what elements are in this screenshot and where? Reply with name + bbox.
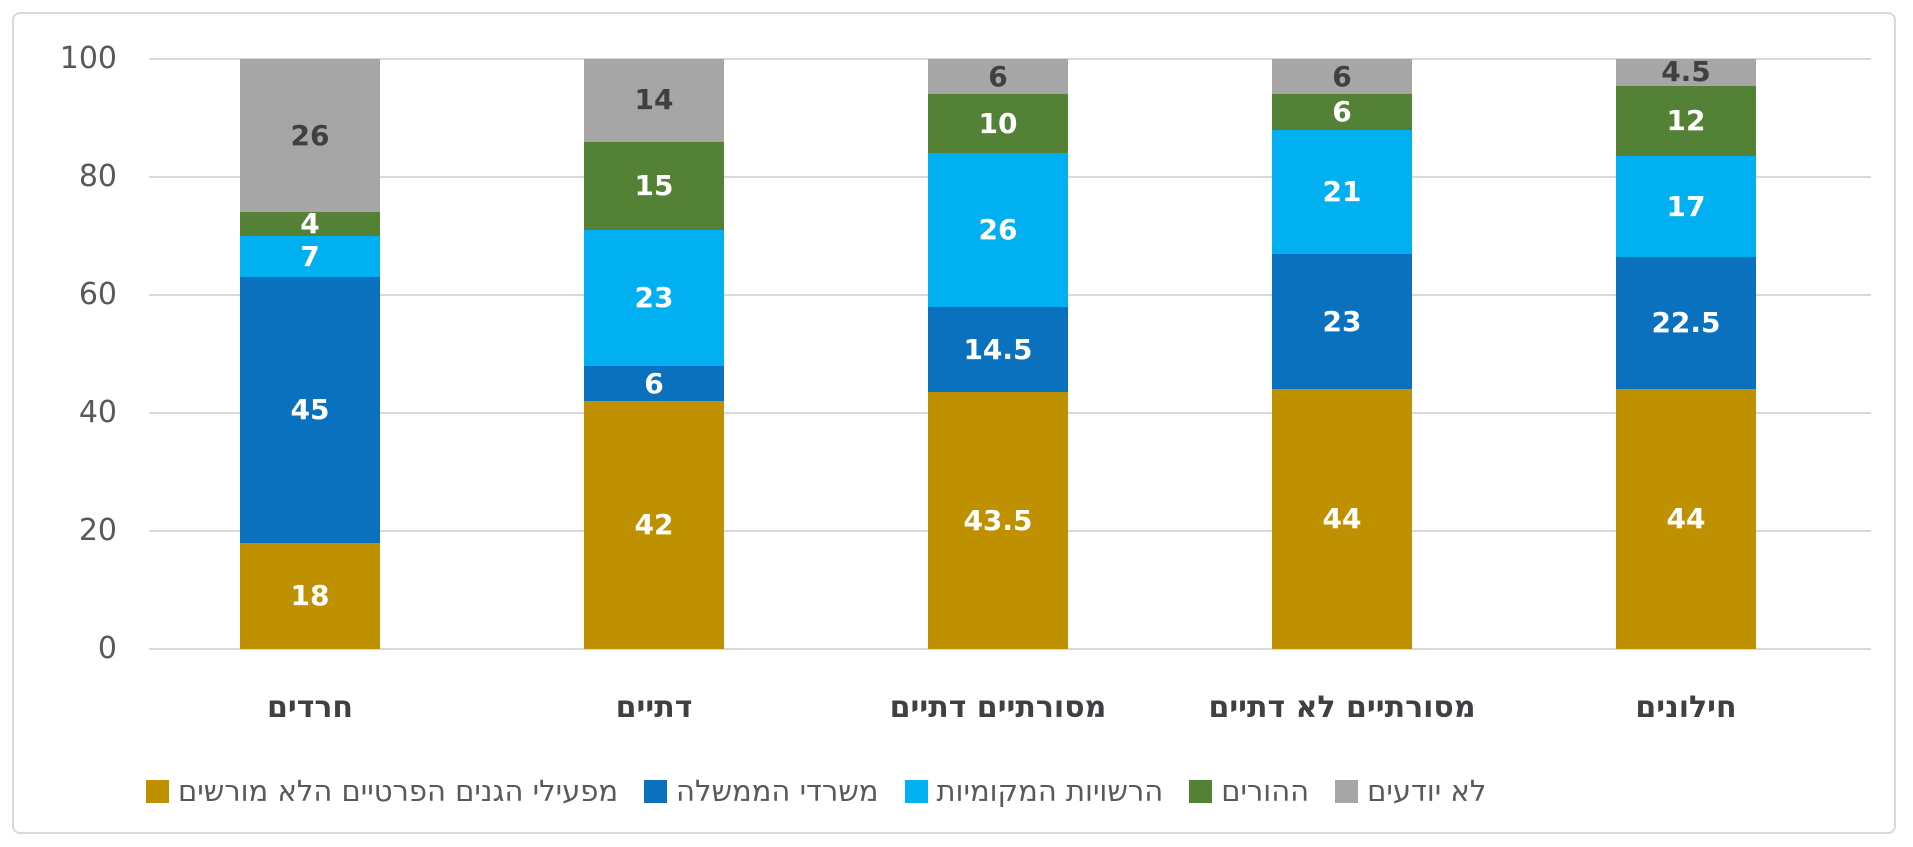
bar-segment-cat1-series1: 6 (584, 365, 724, 402)
bar-segment-cat1-series3: 15 (584, 141, 724, 231)
bar-segment-value: 4 (300, 207, 320, 241)
legend-label-4: לא יודעים (1367, 774, 1487, 808)
y-axis-tick-label-80: 80 (78, 159, 117, 194)
y-axis-tick-label-100: 100 (59, 41, 117, 76)
bar-segment-cat2-series3: 10 (928, 94, 1068, 154)
bar-segment-cat2-series0: 43.5 (928, 392, 1068, 649)
legend-swatch-icon (146, 779, 169, 803)
bar-segment-value: 6 (1332, 59, 1352, 93)
bar-segment-value: 21 (1322, 174, 1362, 208)
legend-item-2: הרשויות המקומיות (904, 774, 1164, 808)
bar-segment-value: 26 (978, 213, 1018, 247)
bar-segment-cat0-series2: 7 (240, 236, 380, 278)
bar-segment-cat3-series0: 44 (1272, 389, 1412, 649)
bar-segment-value: 6 (644, 366, 664, 400)
legend-label-3: ההורים (1221, 774, 1310, 808)
x-axis-category-label-4: חילונים (1635, 690, 1737, 725)
bar-segment-cat1-series0: 42 (584, 401, 724, 649)
bar-segment-value: 14 (634, 83, 674, 117)
bar-segment-cat2-series4: 6 (928, 59, 1068, 95)
bar-segment-value: 7 (300, 239, 320, 273)
x-axis-category-label-2: מסורתיים דתיים (889, 690, 1107, 725)
bar-segment-value: 15 (634, 168, 674, 202)
bar-segment-value: 43.5 (963, 503, 1033, 537)
bar-segment-value: 23 (1322, 304, 1362, 338)
bar-segment-value: 4.5 (1661, 55, 1711, 89)
bar-segment-cat2-series1: 14.5 (928, 306, 1068, 393)
bar-segment-value: 12 (1666, 103, 1706, 137)
x-axis-category-label-1: דתיים (615, 690, 693, 725)
bar-segment-value: 23 (634, 280, 674, 314)
bar-segment-value: 18 (290, 578, 330, 612)
gridline-0 (149, 648, 1871, 650)
bar-segment-cat1-series4: 14 (584, 59, 724, 142)
bar-segment-value: 6 (1332, 95, 1352, 129)
legend-label-0: מפעילי הגנים הפרטיים הלא מורשים (178, 774, 619, 808)
y-axis-tick-label-60: 60 (78, 277, 117, 312)
legend-swatch-icon (1335, 779, 1359, 803)
bar-segment-cat2-series2: 26 (928, 153, 1068, 307)
legend-swatch-icon (1189, 779, 1213, 803)
bar-segment-value: 6 (988, 59, 1008, 93)
bar-segment-value: 45 (290, 393, 330, 427)
bar-segment-value: 44 (1322, 502, 1362, 536)
bar-stack-2: 43.5 14.5 26 10 6 (928, 59, 1068, 649)
bar-segment-cat4-series1: 22.5 (1616, 256, 1756, 390)
bar-segment-cat0-series4: 26 (240, 59, 380, 213)
y-axis-tick-label-40: 40 (78, 395, 117, 430)
bar-segment-value: 14.5 (963, 332, 1033, 366)
bar-segment-cat3-series4: 6 (1272, 59, 1412, 95)
legend-label-2: הרשויות המקומיות (936, 774, 1164, 808)
bar-stack-0: 18 45 7 4 26 (240, 59, 380, 649)
legend-item-1: משרדי הממשלה (644, 774, 879, 808)
legend-item-4: לא יודעים (1335, 774, 1486, 808)
bar-segment-cat3-series2: 21 (1272, 129, 1412, 254)
bar-segment-value: 26 (290, 118, 330, 152)
x-axis-category-label-3: מסורתיים לא דתיים (1208, 690, 1476, 725)
bar-segment-cat4-series2: 17 (1616, 156, 1756, 257)
legend-swatch-icon (904, 779, 928, 803)
bar-segment-value: 17 (1666, 189, 1706, 223)
bar-segment-cat0-series0: 18 (240, 542, 380, 649)
chart-card: 0 20 40 60 80 100 18 45 7 4 26 42 6 23 15 14 43.5 14.5 26… (12, 12, 1896, 834)
legend-item-3: ההורים (1189, 774, 1309, 808)
bar-segment-value: 42 (634, 508, 674, 542)
bar-stack-1: 42 6 23 15 14 (584, 59, 724, 649)
bar-segment-value: 22.5 (1651, 306, 1721, 340)
bar-segment-cat0-series3: 4 (240, 207, 380, 241)
bar-segment-cat1-series2: 23 (584, 230, 724, 366)
bar-segment-cat3-series1: 23 (1272, 253, 1412, 390)
gridline-100 (149, 58, 1871, 60)
bar-segment-value: 10 (978, 106, 1018, 140)
y-axis-tick-label-0: 0 (97, 631, 117, 666)
legend-swatch-icon (644, 779, 668, 803)
bar-segment-cat4-series3: 12 (1616, 85, 1756, 157)
legend-label-1: משרדי הממשלה (676, 774, 879, 808)
bar-segment-cat4-series0: 44 (1616, 389, 1756, 649)
legend-item-0: מפעילי הגנים הפרטיים הלא מורשים (146, 774, 618, 808)
x-axis-category-label-0: חרדים (266, 690, 354, 725)
bar-segment-cat3-series3: 6 (1272, 94, 1412, 130)
legend: מפעילי הגנים הפרטיים הלא מורשים משרדי הממ… (146, 774, 1486, 808)
bar-segment-cat0-series1: 45 (240, 277, 380, 543)
y-axis-tick-label-20: 20 (78, 513, 117, 548)
bar-segment-cat4-series4: 4.5 (1616, 55, 1756, 89)
bar-stack-3: 44 23 21 6 6 (1272, 59, 1412, 649)
bar-stack-4: 44 22.5 17 12 4.5 (1616, 55, 1756, 649)
bar-segment-value: 44 (1666, 502, 1706, 536)
